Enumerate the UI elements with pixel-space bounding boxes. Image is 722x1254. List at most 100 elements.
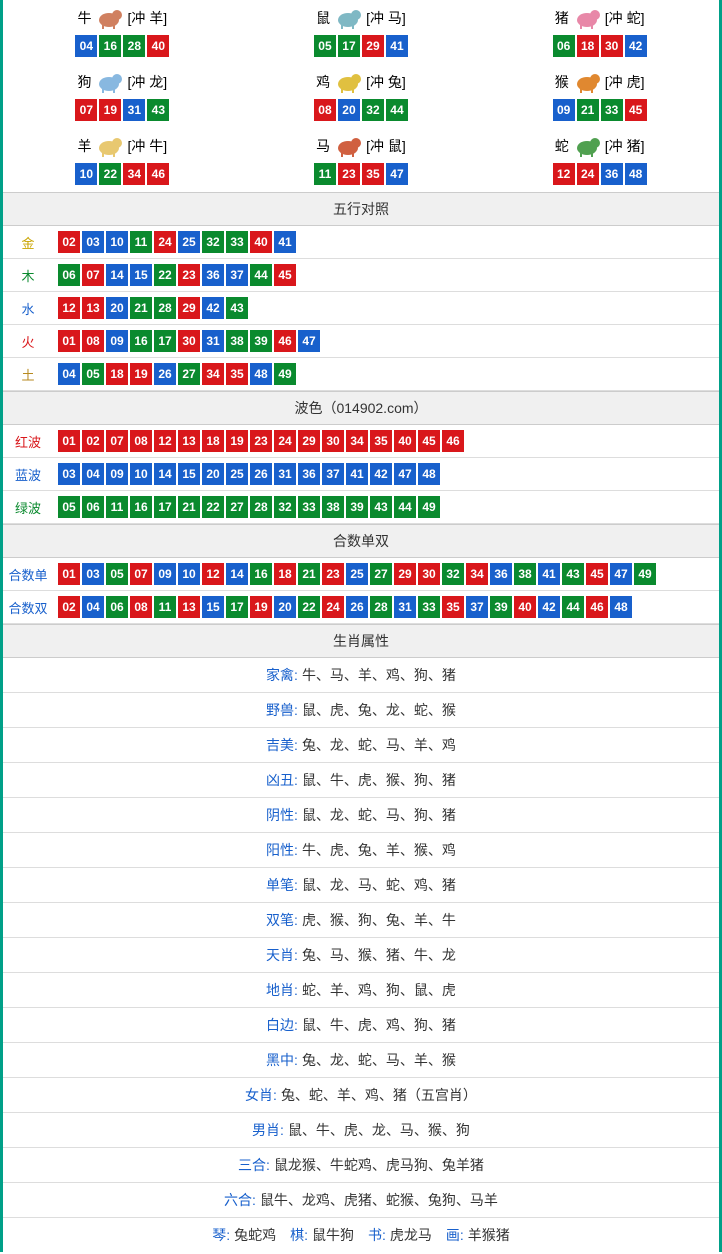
zodiac-label: 蛇[冲 猪] [555,134,645,158]
number-ball: 44 [386,99,408,121]
zodiac-label: 狗[冲 龙] [77,70,167,94]
number-ball: 47 [394,463,416,485]
number-ball: 33 [298,496,320,518]
number-ball: 44 [394,496,416,518]
number-ball: 20 [106,297,128,319]
attr-value: 兔、蛇、羊、鸡、猪（五宫肖） [281,1087,477,1103]
number-ball: 02 [82,430,104,452]
number-ball: 17 [154,330,176,352]
attr-key: 双笔: [266,912,298,928]
attr-key: 白边: [266,1017,298,1033]
data-row: 合数单0103050709101214161821232527293032343… [3,558,719,591]
number-ball: 34 [123,163,145,185]
number-ball: 05 [106,563,128,585]
number-ball: 46 [442,430,464,452]
zodiac-char: 猴 [555,72,569,92]
number-ball: 20 [202,463,224,485]
number-ball: 36 [202,264,224,286]
number-ball: 23 [338,163,360,185]
data-row: 金02031011242532334041 [3,226,719,259]
footer-key: 书: [368,1227,386,1243]
row-numbers: 0204060811131517192022242628313335373940… [53,591,719,623]
zodiac-label: 鼠[冲 马] [316,6,406,30]
number-ball: 09 [553,99,575,121]
number-ball: 12 [58,297,80,319]
zodiac-clash: [冲 羊] [127,8,167,28]
number-ball: 28 [370,596,392,618]
row-numbers: 04051819262734354849 [53,358,719,390]
zodiac-cell: 马[冲 鼠]11233547 [242,128,481,192]
page-container: { "colors": { "red": "#d9171b", "blue": … [0,0,722,1252]
number-ball: 10 [130,463,152,485]
number-ball: 14 [154,463,176,485]
row-numbers: 0108091617303138394647 [53,325,719,357]
attr-key: 单笔: [266,877,298,893]
number-ball: 27 [226,496,248,518]
number-ball: 21 [577,99,599,121]
attr-value: 鼠、牛、虎、龙、马、猴、狗 [288,1122,470,1138]
attr-value: 兔、龙、蛇、马、羊、猴 [302,1052,456,1068]
number-ball: 34 [466,563,488,585]
number-ball: 40 [394,430,416,452]
attr-key: 黑中: [266,1052,298,1068]
zodiac-cell: 猴[冲 虎]09213345 [480,64,719,128]
number-ball: 08 [130,596,152,618]
number-ball: 10 [178,563,200,585]
zodiac-clash: [冲 牛] [127,136,167,156]
number-ball: 27 [178,363,200,385]
zodiac-char: 牛 [77,8,91,28]
row-label: 合数单 [3,559,53,590]
number-ball: 48 [250,363,272,385]
attr-row: 吉美:兔、龙、蛇、马、羊、鸡 [3,728,719,763]
row-label: 蓝波 [3,459,53,490]
number-ball: 11 [106,496,128,518]
attr-value: 牛、虎、兔、羊、猴、鸡 [302,842,456,858]
number-ball: 36 [298,463,320,485]
zodiac-char: 蛇 [555,136,569,156]
zodiac-char: 鸡 [316,72,330,92]
data-row: 水1213202128294243 [3,292,719,325]
number-ball: 30 [178,330,200,352]
number-ball: 47 [610,563,632,585]
footer-value: 兔蛇鸡 [234,1227,276,1243]
number-ball: 46 [586,596,608,618]
number-ball: 47 [386,163,408,185]
attr-row: 白边:鼠、牛、虎、鸡、狗、猪 [3,1008,719,1043]
attr-value: 鼠、虎、兔、龙、蛇、猴 [302,702,456,718]
number-ball: 09 [154,563,176,585]
attr-row: 黑中:兔、龙、蛇、马、羊、猴 [3,1043,719,1078]
attr-value: 鼠、龙、蛇、马、狗、猪 [302,807,456,823]
attr-value: 鼠牛、龙鸡、虎猪、蛇猴、兔狗、马羊 [260,1192,498,1208]
number-ball: 21 [130,297,152,319]
attrs-table: 家禽:牛、马、羊、鸡、狗、猪野兽:鼠、虎、兔、龙、蛇、猴吉美:兔、龙、蛇、马、羊… [3,658,719,1218]
row-label: 土 [3,359,53,390]
zodiac-clash: [冲 兔] [366,72,406,92]
number-ball: 43 [562,563,584,585]
number-ball: 09 [106,463,128,485]
zodiac-grid: 牛[冲 羊]04162840鼠[冲 马]05172941猪[冲 蛇]061830… [3,0,719,192]
number-ball: 02 [58,231,80,253]
number-ball: 42 [202,297,224,319]
data-row: 木06071415222336374445 [3,259,719,292]
attr-row: 男肖:鼠、牛、虎、龙、马、猴、狗 [3,1113,719,1148]
number-ball: 12 [553,163,575,185]
attr-value: 鼠、牛、虎、猴、狗、猪 [302,772,456,788]
attr-key: 男肖: [252,1122,284,1138]
number-ball: 48 [625,163,647,185]
attr-value: 虎、猴、狗、兔、羊、牛 [302,912,456,928]
zodiac-icon [571,70,603,94]
zodiac-clash: [冲 鼠] [366,136,406,156]
number-ball: 31 [202,330,224,352]
number-ball: 17 [226,596,248,618]
zodiac-char: 羊 [77,136,91,156]
heshu-header: 合数单双 [3,524,719,558]
zodiac-numbers: 04162840 [3,34,242,58]
number-ball: 45 [586,563,608,585]
zodiac-icon [93,70,125,94]
number-ball: 01 [58,430,80,452]
number-ball: 31 [394,596,416,618]
number-ball: 22 [99,163,121,185]
number-ball: 35 [442,596,464,618]
zodiac-clash: [冲 龙] [127,72,167,92]
attr-key: 天肖: [266,947,298,963]
